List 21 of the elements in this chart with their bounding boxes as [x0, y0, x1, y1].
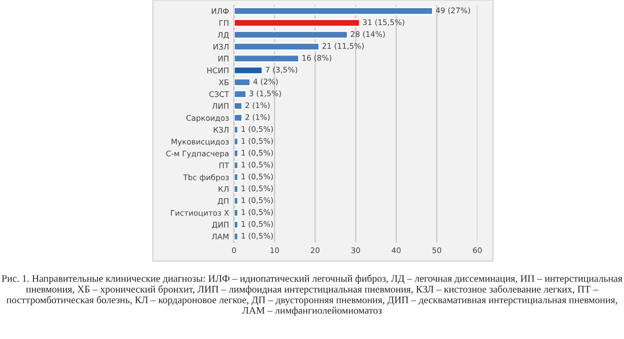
bar — [234, 208, 239, 217]
bar — [234, 184, 239, 194]
bar — [234, 42, 320, 51]
bar — [234, 54, 300, 63]
text: Рис. 1. Направительные клинические диагнозы: ИЛФ – идиопатический легочный фиброз, ЛД – легочная диссеминация, ИП – интерстициальная пневмония, ХБ – хронический бронхит, ЛИП – лимфоидная интерстициальная пневмония, КЗЛ – кистозное заболевание легких, ПТ – посттромботическая болезнь, КЛ – кордароновое легкое, ДП – двусторонняя пневмония, ДИП – десквамативная интерстициальная пневмония, ЛАМ – лимфангиолейомиоматоз — [2, 274, 622, 316]
bar — [234, 172, 239, 182]
bar — [234, 149, 239, 158]
bar — [234, 232, 239, 241]
bar — [234, 102, 243, 110]
bar — [234, 66, 264, 75]
bar — [234, 90, 247, 98]
bar — [234, 220, 239, 229]
bar — [234, 6, 434, 16]
bar — [234, 137, 239, 146]
bar — [234, 114, 243, 122]
bar — [234, 196, 239, 206]
bar — [234, 78, 251, 86]
bar — [234, 18, 360, 28]
bar — [234, 30, 348, 39]
bar — [234, 161, 239, 170]
bar — [234, 125, 239, 134]
